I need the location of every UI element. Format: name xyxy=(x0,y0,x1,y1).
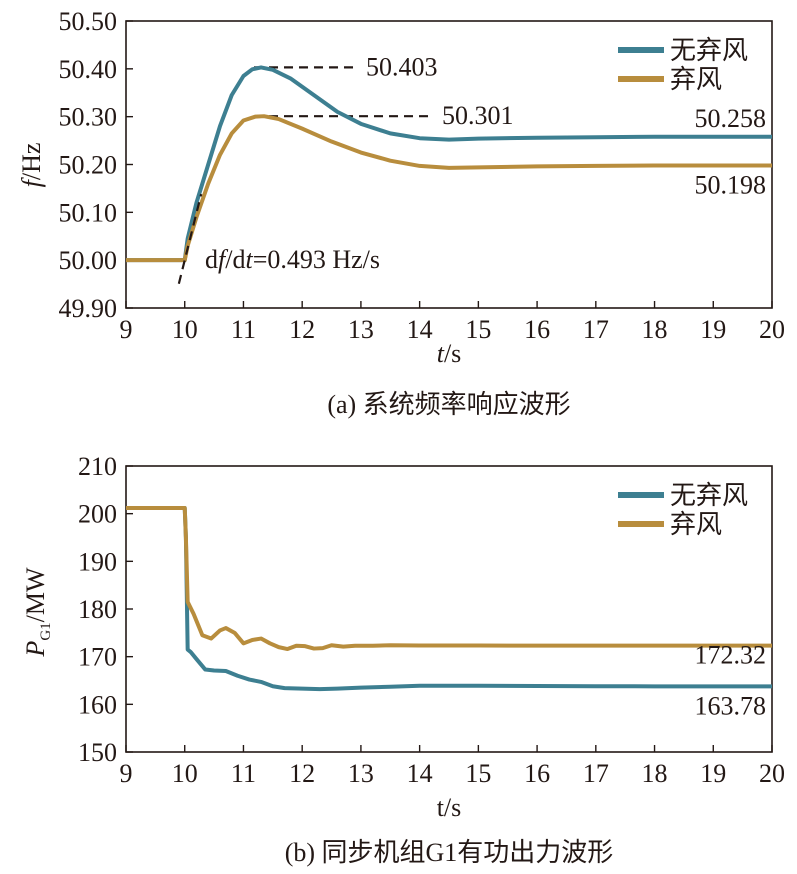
x-tick-label: 16 xyxy=(524,759,550,788)
y-tick-labels: 49.90 50.00 50.10 50.20 50.30 50.40 50.50 xyxy=(59,7,118,323)
y-tick-label: 210 xyxy=(78,452,117,481)
x-tick-label: 13 xyxy=(348,315,374,344)
x-tick-label: 14 xyxy=(407,315,433,344)
generator-power-chart: 9 10 11 12 13 14 15 16 17 18 19 20 150 160 170 180 190 2… xyxy=(21,452,785,867)
y-tick-label: 50.00 xyxy=(59,246,118,275)
x-tick-label: 11 xyxy=(231,315,256,344)
tick-marks xyxy=(125,465,773,753)
x-tick-label: 13 xyxy=(348,759,374,788)
series-lines xyxy=(126,505,772,692)
caption: (a) 系统频率响应波形 xyxy=(327,390,570,419)
y-tick-label: 49.90 xyxy=(59,294,118,323)
legend-label-no-curtail: 无弃风 xyxy=(670,481,748,510)
x-tick-label: 17 xyxy=(583,315,609,344)
y-axis-title: f/Hz xyxy=(17,143,46,188)
x-tick-label: 12 xyxy=(289,315,315,344)
rocof-tangent-line xyxy=(177,193,203,285)
tick-marks xyxy=(125,20,773,309)
peak-value-label: 50.301 xyxy=(442,101,514,130)
y-tick-label: 50.30 xyxy=(59,103,118,132)
x-tick-label: 18 xyxy=(642,759,668,788)
frequency-response-chart: 9 10 11 12 13 14 15 16 17 18 19 20 49.90 50.00 50.10 5… xyxy=(17,7,785,419)
legend-label-curtail: 弃风 xyxy=(670,65,722,94)
x-tick-label: 18 xyxy=(642,315,668,344)
x-tick-label: 17 xyxy=(583,759,609,788)
series-line-curtail xyxy=(126,505,772,652)
series-line-no-curtail xyxy=(126,505,772,692)
value-annotations: 172.32 163.78 xyxy=(695,641,767,721)
series-line-curtail xyxy=(126,114,772,263)
x-tick-label: 11 xyxy=(231,759,256,788)
final-value-label: 172.32 xyxy=(695,641,767,670)
caption: (b) 同步机组G1有功出力波形 xyxy=(285,838,614,867)
y-tick-labels: 150 160 170 180 190 200 210 xyxy=(78,452,117,767)
x-axis-title: t/s xyxy=(437,793,462,822)
y-tick-label: 150 xyxy=(78,738,117,767)
x-tick-label: 15 xyxy=(465,315,491,344)
x-axis-title: t/s xyxy=(437,339,462,368)
legend: 无弃风 弃风 xyxy=(618,36,748,94)
legend: 无弃风 弃风 xyxy=(618,481,748,539)
y-tick-label: 200 xyxy=(78,500,117,529)
y-tick-label: 160 xyxy=(78,690,117,719)
peak-value-label: 50.403 xyxy=(366,52,438,81)
x-tick-label: 10 xyxy=(172,315,198,344)
x-tick-label: 9 xyxy=(120,315,133,344)
y-axis-title: PG1/MW xyxy=(21,567,54,658)
y-tick-label: 190 xyxy=(78,547,117,576)
y-tick-label: 180 xyxy=(78,595,117,624)
y-tick-label: 50.40 xyxy=(59,55,118,84)
x-tick-label: 9 xyxy=(120,759,133,788)
x-tick-label: 19 xyxy=(700,759,726,788)
y-tick-label: 50.10 xyxy=(59,198,118,227)
x-tick-label: 10 xyxy=(172,759,198,788)
legend-label-curtail: 弃风 xyxy=(670,510,722,539)
final-value-label: 163.78 xyxy=(695,691,767,720)
peak-guide-lines xyxy=(254,66,434,118)
x-tick-label: 14 xyxy=(407,759,433,788)
series-lines xyxy=(126,65,772,263)
final-value-label: 50.258 xyxy=(695,104,767,133)
x-tick-label: 20 xyxy=(759,315,785,344)
y-tick-label: 50.20 xyxy=(59,151,118,180)
x-tick-labels: 9 10 11 12 13 14 15 16 17 18 19 20 xyxy=(120,315,786,344)
y-tick-label: 50.50 xyxy=(59,7,118,36)
x-tick-label: 20 xyxy=(759,759,785,788)
series-line-no-curtail xyxy=(126,65,772,263)
x-tick-labels: 9 10 11 12 13 14 15 16 17 18 19 20 xyxy=(120,759,786,788)
y-tick-label: 170 xyxy=(78,643,117,672)
rocof-label: df/dt=0.493 Hz/s xyxy=(205,245,380,274)
x-tick-label: 15 xyxy=(465,759,491,788)
x-tick-label: 12 xyxy=(289,759,315,788)
x-tick-label: 19 xyxy=(700,315,726,344)
final-value-label: 50.198 xyxy=(695,170,767,199)
legend-label-no-curtail: 无弃风 xyxy=(670,36,748,65)
x-tick-label: 16 xyxy=(524,315,550,344)
